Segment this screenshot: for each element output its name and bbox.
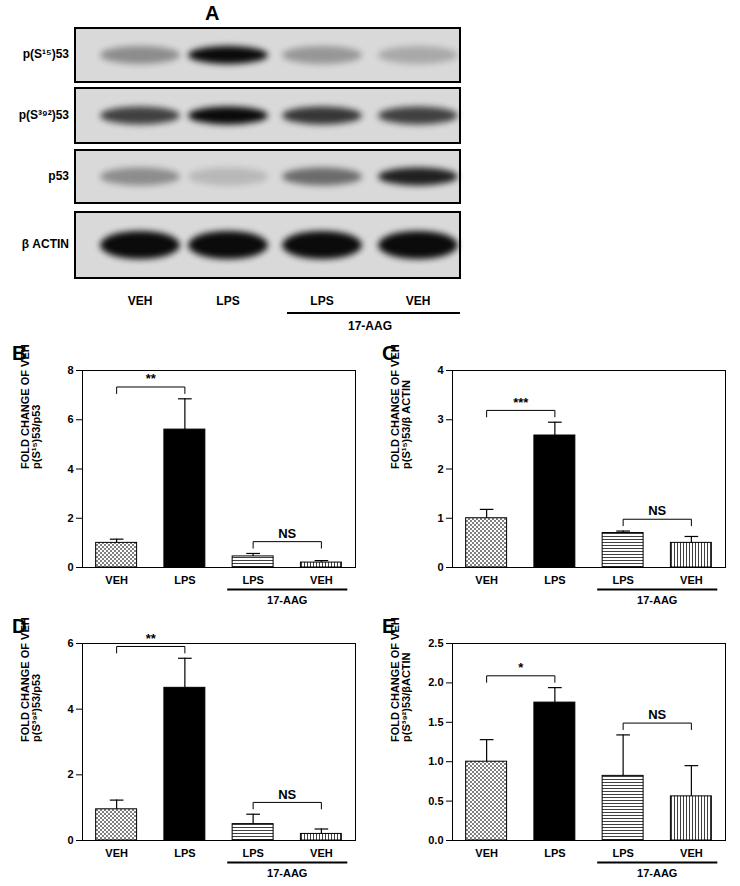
svg-text:17-AAG: 17-AAG (637, 867, 677, 879)
svg-text:FOLD CHANGE OF VEHp(S¹⁵)53/p53: FOLD CHANGE OF VEHp(S¹⁵)53/p53 (19, 344, 42, 469)
svg-text:p(S¹⁵)53: p(S¹⁵)53 (23, 47, 70, 61)
svg-text:VEH: VEH (310, 574, 333, 586)
svg-text:17-AAG: 17-AAG (267, 594, 307, 606)
svg-text:LPS: LPS (612, 574, 633, 586)
svg-text:β ACTIN: β ACTIN (22, 237, 69, 251)
svg-text:LPS: LPS (174, 574, 195, 586)
svg-text:4: 4 (67, 463, 74, 475)
svg-text:2: 2 (67, 512, 73, 524)
svg-text:LPS: LPS (544, 847, 565, 859)
svg-text:4: 4 (437, 364, 444, 376)
svg-text:2: 2 (67, 768, 73, 780)
svg-text:0: 0 (67, 561, 73, 573)
svg-text:0: 0 (437, 561, 443, 573)
svg-text:2.0: 2.0 (428, 676, 443, 688)
svg-text:4: 4 (67, 703, 74, 715)
svg-text:VEH: VEH (406, 294, 431, 308)
svg-text:8: 8 (67, 364, 73, 376)
svg-text:NS: NS (278, 526, 296, 541)
svg-text:VEH: VEH (475, 847, 498, 859)
svg-text:FOLD CHANGE OF VEHp(S¹⁵)53/β A: FOLD CHANGE OF VEHp(S¹⁵)53/β ACTIN (389, 344, 412, 469)
svg-text:17-AAG: 17-AAG (348, 319, 392, 333)
svg-text:NS: NS (648, 707, 666, 722)
svg-text:VEH: VEH (680, 574, 703, 586)
svg-text:17-AAG: 17-AAG (267, 867, 307, 879)
svg-text:6: 6 (67, 413, 73, 425)
svg-text:FOLD CHANGE OF VEHp(S³⁹²)53/βA: FOLD CHANGE OF VEHp(S³⁹²)53/βACTIN (389, 617, 412, 742)
svg-text:NS: NS (648, 503, 666, 518)
svg-text:VEH: VEH (105, 574, 128, 586)
svg-text:0: 0 (67, 834, 73, 846)
svg-text:3: 3 (437, 413, 443, 425)
svg-text:LPS: LPS (174, 847, 195, 859)
svg-text:FOLD CHANGE OF VEHp(S³⁹²)53/p5: FOLD CHANGE OF VEHp(S³⁹²)53/p53 (19, 617, 42, 742)
svg-text:A: A (205, 2, 219, 24)
svg-text:p(S³⁹²)53: p(S³⁹²)53 (19, 108, 70, 122)
svg-text:LPS: LPS (310, 294, 333, 308)
svg-text:0.5: 0.5 (428, 795, 443, 807)
svg-text:LPS: LPS (544, 574, 565, 586)
svg-text:LPS: LPS (242, 574, 263, 586)
svg-text:6: 6 (67, 637, 73, 649)
svg-text:0.0: 0.0 (428, 834, 443, 846)
svg-text:2: 2 (437, 463, 443, 475)
svg-text:VEH: VEH (310, 847, 333, 859)
svg-text:VEH: VEH (128, 294, 153, 308)
svg-text:p53: p53 (48, 169, 69, 183)
svg-text:1.5: 1.5 (428, 716, 443, 728)
svg-text:*: * (518, 660, 524, 675)
svg-text:VEH: VEH (105, 847, 128, 859)
svg-text:2.5: 2.5 (428, 637, 443, 649)
svg-text:***: *** (513, 395, 529, 410)
svg-text:1.0: 1.0 (428, 755, 443, 767)
svg-text:1: 1 (437, 512, 443, 524)
svg-text:17-AAG: 17-AAG (637, 594, 677, 606)
svg-text:VEH: VEH (680, 847, 703, 859)
svg-text:LPS: LPS (612, 847, 633, 859)
svg-text:**: ** (146, 371, 157, 386)
svg-text:NS: NS (278, 787, 296, 802)
svg-text:LPS: LPS (242, 847, 263, 859)
svg-text:VEH: VEH (475, 574, 498, 586)
svg-text:LPS: LPS (216, 294, 239, 308)
